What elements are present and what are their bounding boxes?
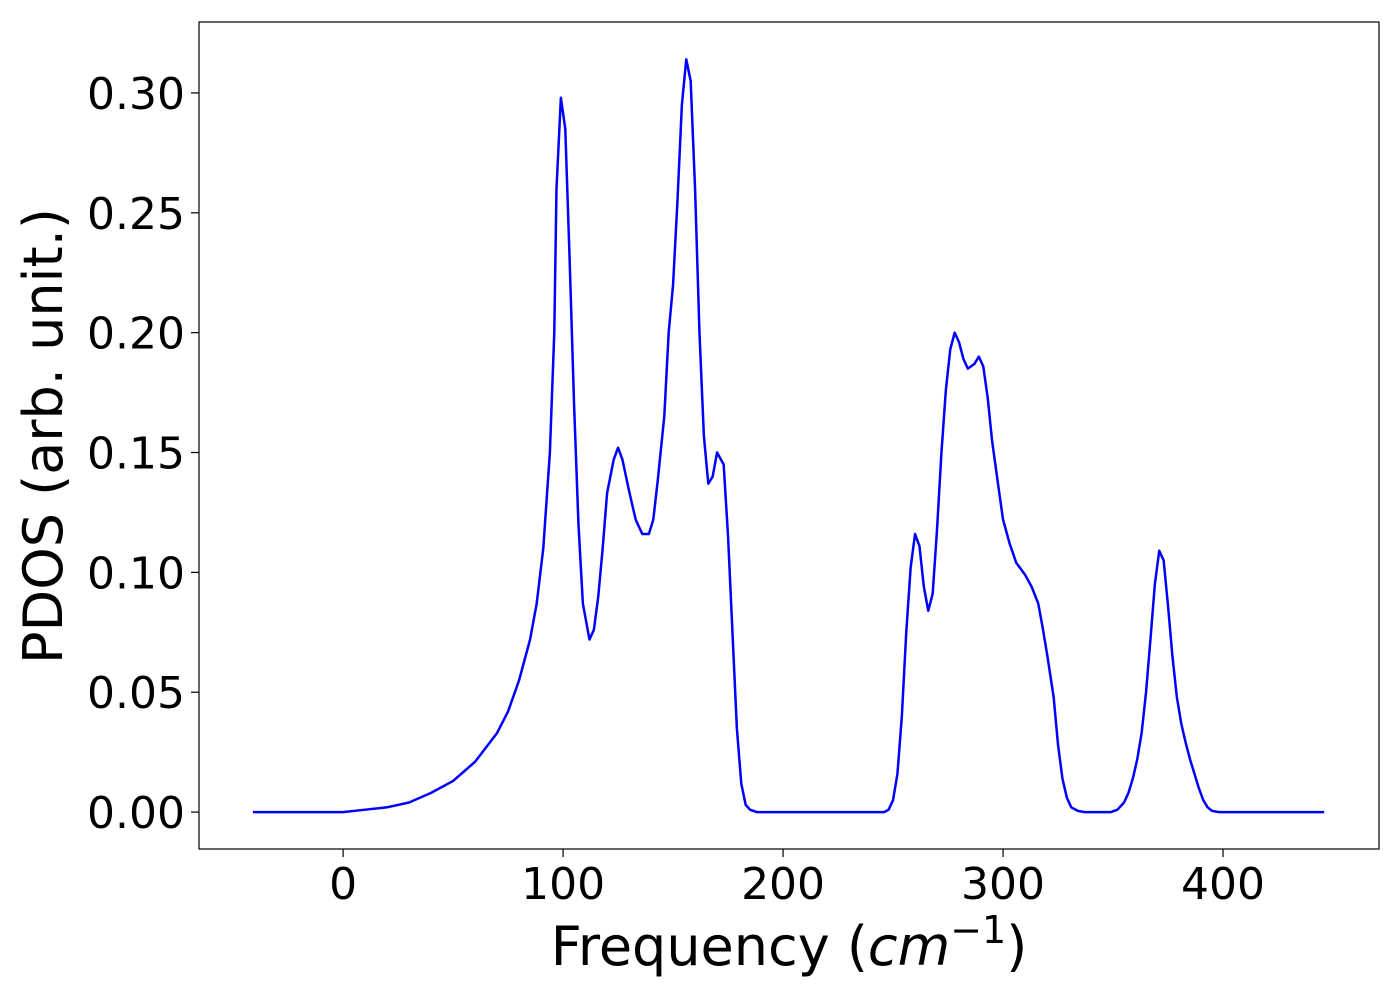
y-tick-label: 0.00 xyxy=(87,788,185,839)
line xyxy=(252,58,1325,814)
y-tick-label: 0.15 xyxy=(87,429,185,480)
x-tick-label: 100 xyxy=(521,859,605,910)
y-tick-label: 0.20 xyxy=(87,309,185,360)
x-tick-label: 300 xyxy=(961,859,1045,910)
x-tick-label: 0 xyxy=(329,859,357,910)
x-label-part: ) xyxy=(1006,915,1027,978)
x-label-part: Frequency ( xyxy=(551,915,868,978)
x-tick-label: 400 xyxy=(1181,859,1265,910)
y-tick-label: 0.25 xyxy=(87,189,185,240)
plot-frame xyxy=(198,21,1380,850)
y-axis-label: PDOS (arb. unit.) xyxy=(12,208,75,664)
y-tick-label: 0.10 xyxy=(87,548,185,599)
y-tick-label: 0.05 xyxy=(87,668,185,719)
y-tick-label: 0.30 xyxy=(87,69,185,120)
x-axis-label: Frequency (cm−1) xyxy=(551,908,1028,978)
x-label-sup: −1 xyxy=(950,908,1006,952)
x-tick-label: 200 xyxy=(741,859,825,910)
x-label-math: cm xyxy=(868,915,950,978)
